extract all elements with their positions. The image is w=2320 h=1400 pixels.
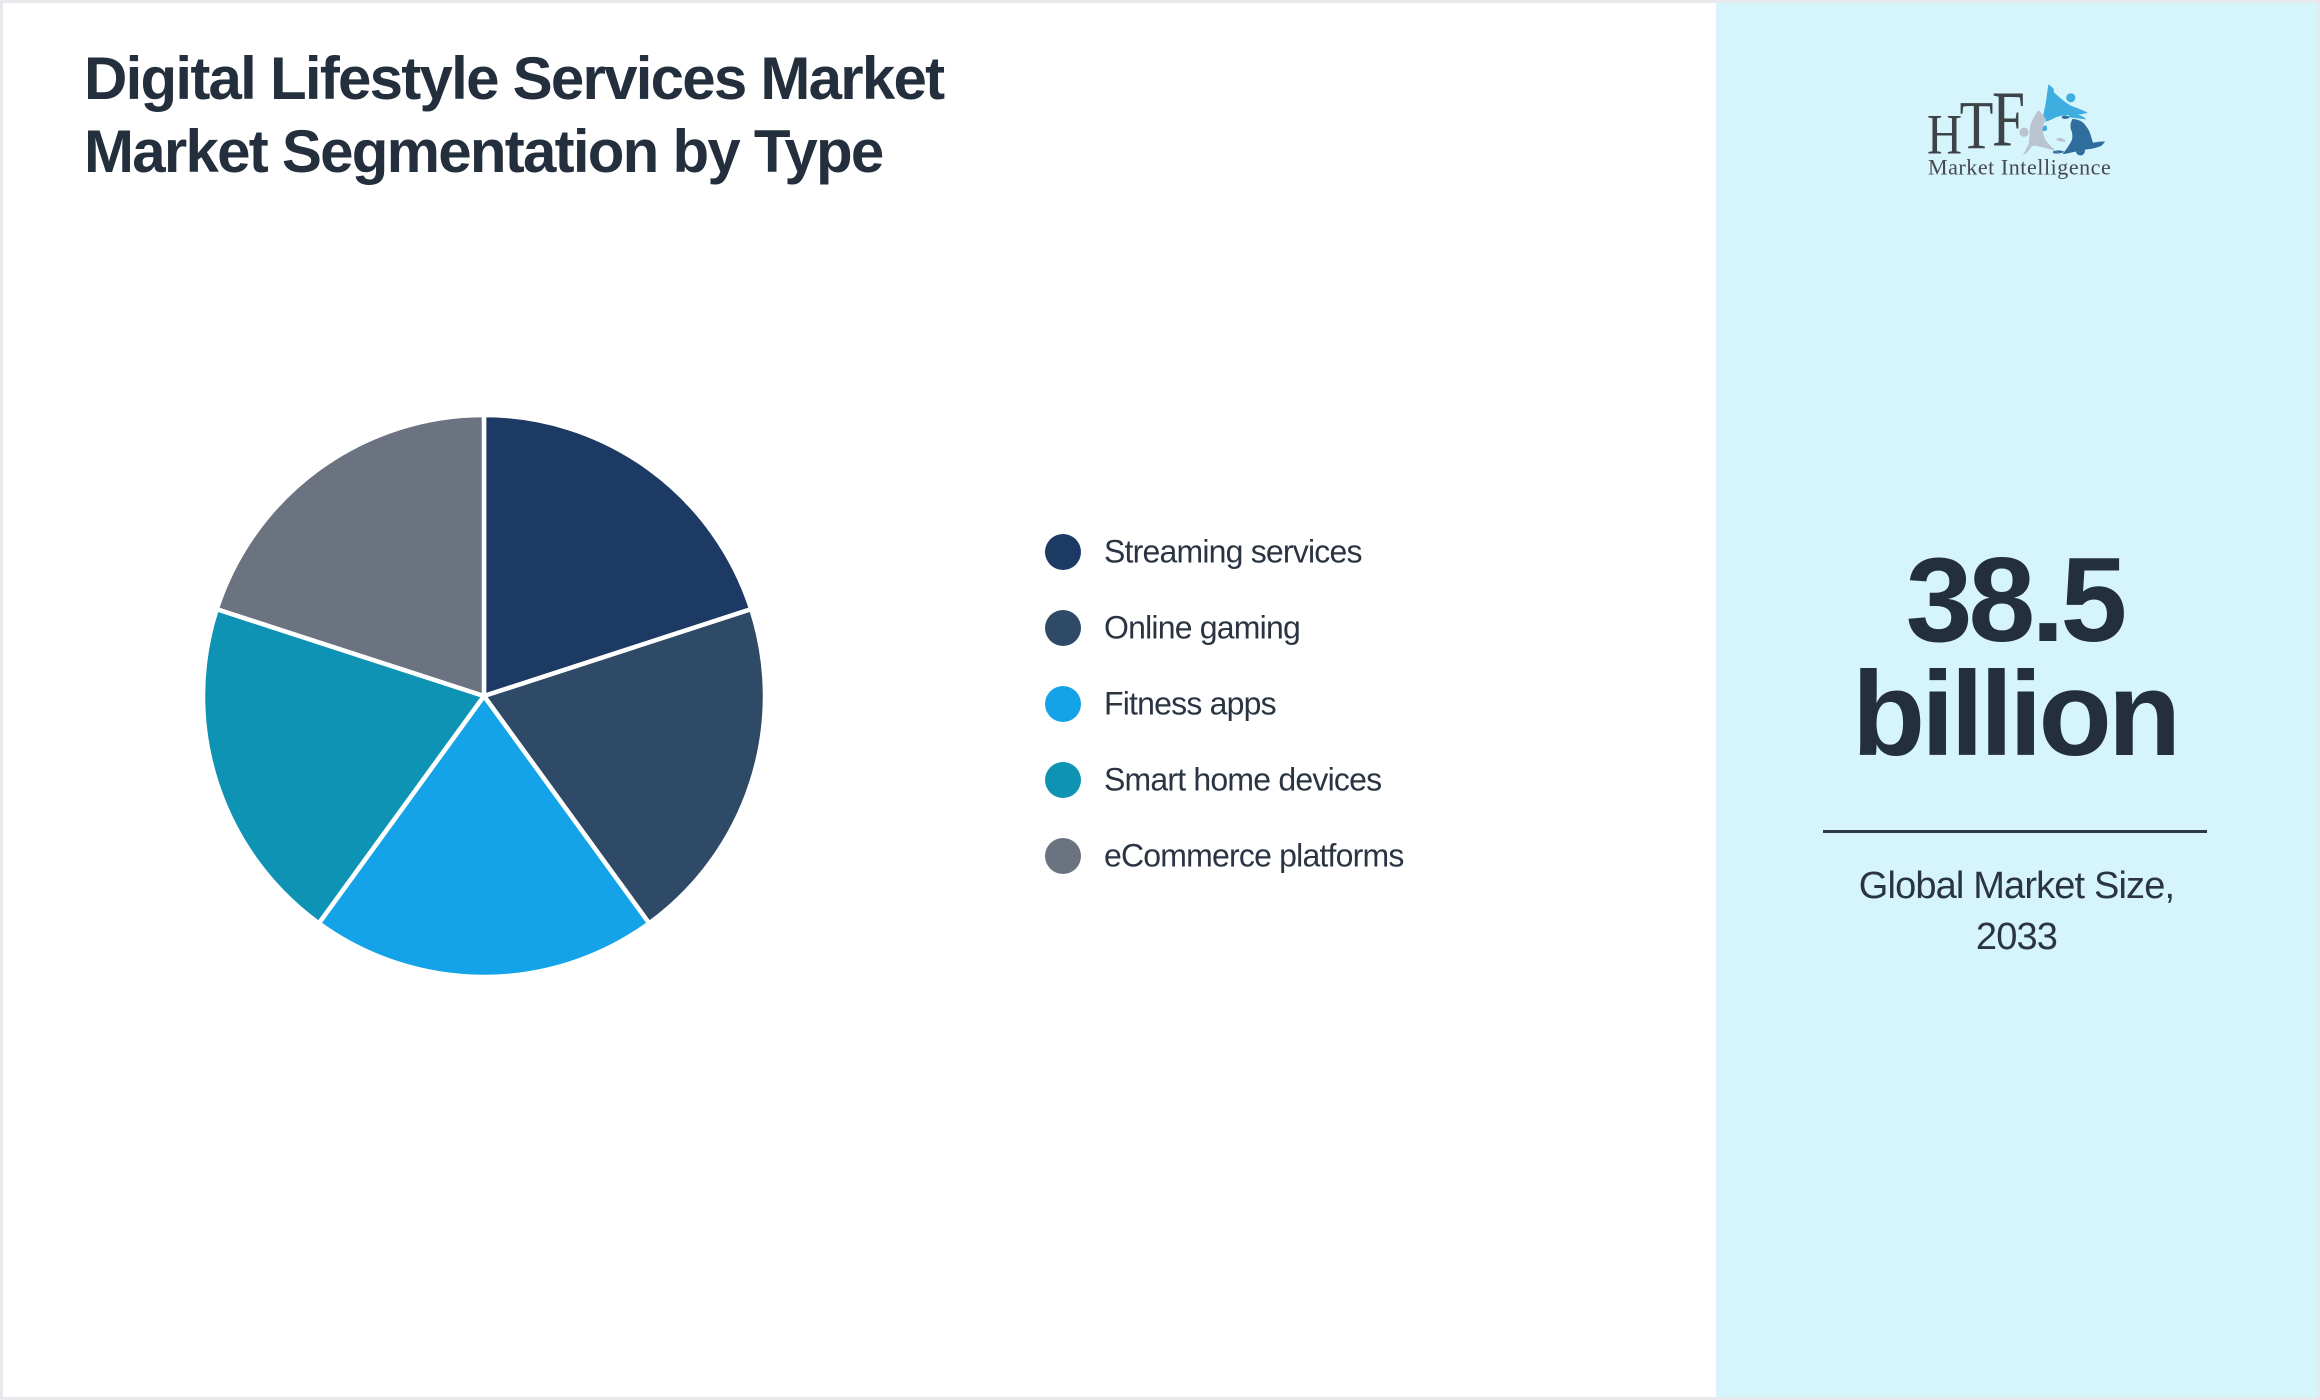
svg-text:H: H (1927, 104, 1962, 166)
svg-text:T: T (1960, 87, 1994, 164)
svg-text:F: F (1992, 80, 2025, 164)
svg-text:Market Intelligence: Market Intelligence (1928, 155, 2111, 180)
